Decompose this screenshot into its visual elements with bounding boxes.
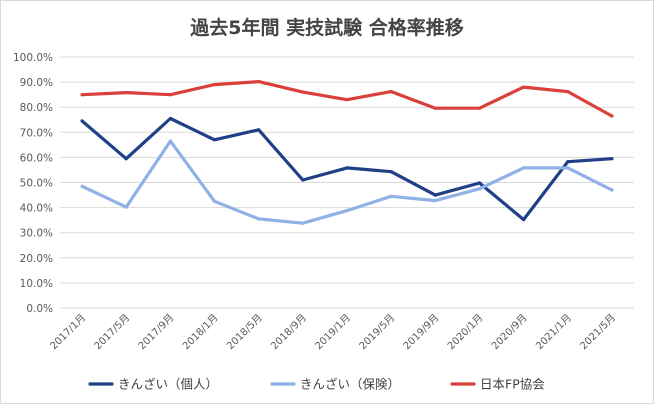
x-tick-label: 2021/1月	[533, 312, 573, 352]
y-tick-label: 0.0%	[26, 303, 53, 315]
data-point	[124, 205, 128, 209]
legend-item: きんざい（個人）	[88, 377, 218, 392]
data-point	[168, 93, 172, 97]
data-point	[301, 221, 305, 225]
data-point	[124, 91, 128, 95]
data-point	[212, 83, 217, 87]
y-tick-label: 70.0%	[20, 127, 53, 139]
data-point	[212, 199, 217, 203]
data-point	[257, 128, 261, 132]
x-tick-label: 2020/1月	[445, 312, 485, 352]
data-point	[610, 114, 614, 118]
data-point	[257, 80, 261, 84]
x-tick-label: 2019/9月	[401, 312, 441, 352]
y-tick-label: 40.0%	[20, 203, 53, 215]
y-tick-label: 100.0%	[13, 52, 53, 64]
x-tick-label: 2020/9月	[489, 312, 529, 352]
data-point	[301, 178, 305, 182]
data-point	[389, 90, 393, 94]
data-point	[345, 166, 349, 170]
legend: きんざい（個人） きんざい（保険） 日本FP協会	[88, 377, 545, 392]
data-point	[433, 106, 437, 110]
y-tick-label: 20.0%	[20, 253, 53, 265]
x-tick-label: 2018/1月	[180, 312, 220, 352]
data-point	[124, 157, 128, 161]
data-point	[168, 116, 172, 121]
data-point	[212, 138, 217, 142]
data-point	[522, 218, 526, 222]
data-point	[389, 170, 393, 174]
x-tick-label: 2018/5月	[224, 312, 264, 352]
chart-title: 過去5年間 実技試験 合格率推移	[190, 16, 463, 39]
data-point	[610, 188, 614, 192]
legend-item: きんざい（保険）	[270, 377, 400, 392]
x-tick-label: 2021/5月	[578, 312, 618, 352]
legend-label: きんざい（個人）	[118, 377, 218, 392]
data-point	[345, 98, 349, 102]
data-point	[80, 93, 84, 97]
legend-item: 日本FP協会	[450, 377, 545, 392]
data-point	[433, 193, 437, 197]
data-point	[566, 160, 570, 164]
data-point	[566, 166, 570, 170]
x-axis-tick-labels: 2017/1月 2017/5月 2017/9月 2018/1月 2018/5月 2018/…	[48, 312, 618, 352]
data-point	[433, 199, 437, 203]
data-point	[522, 166, 526, 170]
data-point	[257, 217, 261, 221]
data-point	[301, 90, 305, 94]
x-tick-label: 2019/5月	[357, 312, 397, 352]
x-tick-label: 2018/9月	[269, 312, 309, 352]
y-tick-label: 90.0%	[20, 77, 53, 89]
y-tick-label: 10.0%	[20, 278, 53, 290]
legend-label: きんざい（保険）	[300, 377, 400, 392]
data-point	[477, 187, 482, 191]
data-point	[389, 194, 393, 198]
data-point	[610, 157, 614, 161]
gridlines	[60, 56, 634, 309]
data-point	[80, 184, 84, 188]
data-point	[477, 106, 482, 110]
data-point	[566, 90, 570, 94]
y-tick-label: 50.0%	[20, 178, 53, 190]
x-tick-label: 2017/9月	[136, 312, 176, 352]
data-point	[345, 209, 349, 213]
data-point	[168, 139, 172, 143]
legend-label: 日本FP協会	[480, 377, 545, 392]
y-tick-label: 80.0%	[20, 102, 53, 114]
data-point	[522, 85, 526, 89]
data-point	[80, 119, 84, 123]
x-tick-label: 2019/1月	[313, 312, 353, 352]
x-tick-label: 2017/1月	[48, 312, 88, 352]
series-lines	[80, 79, 614, 225]
y-axis-tick-labels: 0.0% 10.0% 20.0% 30.0% 40.0% 50.0% 60.0% 70.0% 8…	[13, 52, 53, 315]
y-tick-label: 30.0%	[20, 228, 53, 240]
y-tick-label: 60.0%	[20, 152, 53, 164]
data-point	[477, 181, 482, 185]
x-tick-label: 2017/5月	[92, 312, 132, 352]
